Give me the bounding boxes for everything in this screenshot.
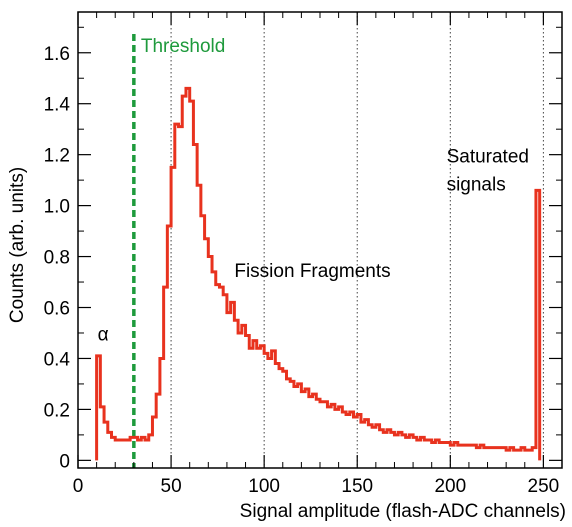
annotation-label: Fission Fragments (234, 261, 390, 282)
axis-ticks: 0 50 100 150 200 250 0 0.2 0.4 0.6 0.8 1.0 1.2 1.4 1.6 (44, 12, 563, 497)
y-tick-label: 1.0 (44, 197, 70, 218)
y-tick-label: 0 (59, 451, 70, 472)
annotation-label: signals (447, 174, 506, 195)
annotation-label: Saturated (447, 146, 529, 167)
y-tick-label: 1.4 (44, 95, 71, 116)
x-tick-label: 200 (434, 476, 466, 497)
grid-lines (170, 12, 544, 468)
annotations: α Fission Fragments Saturated signals (98, 146, 529, 345)
y-tick-label: 0.8 (44, 248, 70, 269)
annotation-label: α (98, 325, 109, 346)
threshold-marker: Threshold (132, 34, 226, 468)
y-tick-label: 1.2 (44, 146, 70, 167)
x-tick-label: 150 (341, 476, 373, 497)
x-tick-label: 250 (528, 476, 560, 497)
x-tick-label: 0 (73, 476, 84, 497)
x-axis-label: Signal amplitude (flash-ADC channels) (240, 501, 566, 522)
y-axis-label: Counts (arb. units) (7, 167, 28, 323)
histogram-series-line (95, 86, 542, 461)
y-tick-label: 0.2 (44, 400, 70, 421)
y-tick-label: 0.6 (44, 299, 70, 320)
y-tick-label: 1.6 (44, 44, 70, 65)
x-tick-label: 100 (248, 476, 280, 497)
series-layer (95, 86, 542, 461)
y-tick-label: 0.4 (44, 349, 71, 370)
threshold-label: Threshold (141, 36, 226, 57)
x-tick-label: 50 (161, 476, 182, 497)
